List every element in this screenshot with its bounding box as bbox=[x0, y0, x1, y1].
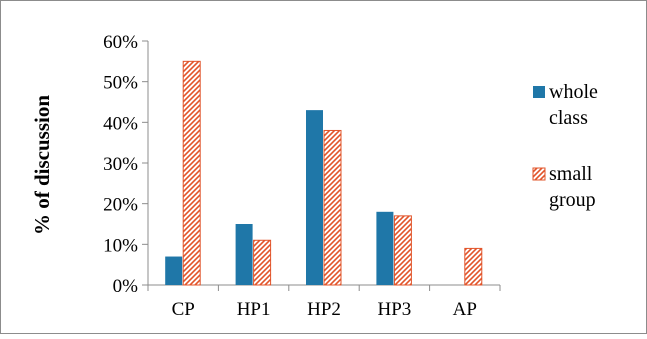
bar-small-group-hp2 bbox=[323, 129, 342, 286]
x-tick-label: HP1 bbox=[237, 299, 271, 320]
y-tick-label: 40% bbox=[103, 113, 138, 134]
bar-small-group-ap bbox=[464, 247, 483, 286]
y-axis-label: % of discussion bbox=[30, 95, 54, 235]
bar-whole-class-hp1 bbox=[235, 224, 253, 285]
bar-whole-class-cp bbox=[165, 256, 183, 285]
bar-whole-class-hp2 bbox=[306, 110, 323, 285]
x-tick-label: CP bbox=[172, 299, 195, 320]
bar-small-group-hp1 bbox=[253, 239, 272, 286]
legend-swatch-small-group bbox=[532, 167, 546, 181]
legend-label-line: group bbox=[549, 189, 596, 211]
y-tick-label: 30% bbox=[103, 154, 138, 175]
x-tick-label: HP3 bbox=[378, 299, 412, 320]
x-tick-label: AP bbox=[453, 299, 477, 320]
legend: whole class small group bbox=[532, 81, 598, 211]
x-tick-label: HP2 bbox=[307, 299, 341, 320]
legend-swatch-whole-class bbox=[533, 86, 545, 98]
legend-label-whole-class: whole class bbox=[549, 81, 598, 129]
bar-whole-class-hp3 bbox=[376, 211, 394, 285]
y-tick-label: 10% bbox=[103, 235, 138, 256]
bar-small-group-cp bbox=[182, 60, 201, 286]
legend-label-line: class bbox=[549, 107, 588, 129]
y-tick-label: 20% bbox=[103, 195, 138, 216]
y-tick-label: 50% bbox=[103, 73, 138, 94]
bar-small-group-hp3 bbox=[393, 215, 412, 286]
y-tick-label: 60% bbox=[103, 32, 138, 53]
legend-label-line: whole bbox=[549, 81, 598, 103]
y-tick-label: 0% bbox=[113, 276, 139, 297]
legend-label-small-group: small group bbox=[549, 163, 596, 211]
plot-area: 0% 10% 20% 30% 40% 50% 60% CP HP1 HP2 HP3 AP bbox=[103, 32, 501, 320]
legend-label-line: small bbox=[549, 163, 593, 185]
